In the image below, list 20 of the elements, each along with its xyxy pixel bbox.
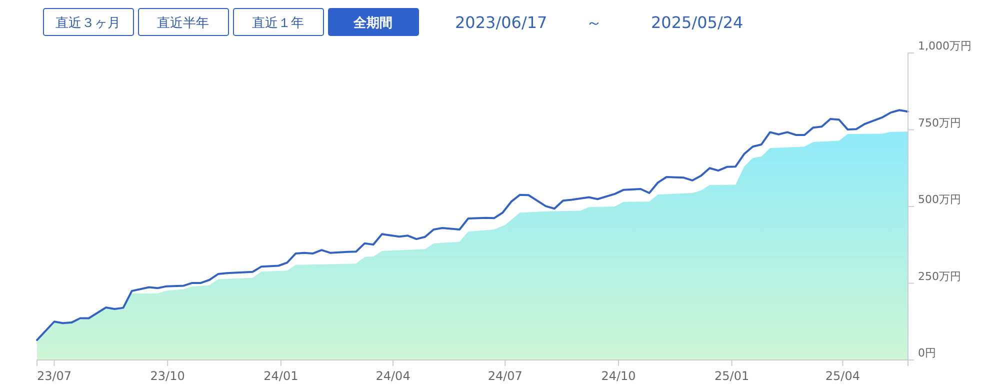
text: 直近１年 — [252, 16, 304, 31]
x-tick-label: 25/04 — [825, 368, 860, 383]
x-tick-label: 24/04 — [376, 368, 410, 383]
y-tick-label: 750万円 — [918, 116, 961, 130]
y-tick-label: 250万円 — [918, 270, 961, 283]
y-tick-label: 1,000万円 — [918, 40, 972, 53]
text: 2025/05/24 — [651, 13, 744, 32]
text: ～ — [586, 13, 602, 32]
text: 2023/06/17 — [455, 13, 548, 32]
x-tick-label: 24/01 — [264, 368, 298, 383]
text: 全期間 — [352, 16, 392, 31]
x-tick-label: 23/07 — [36, 368, 72, 383]
y-tick-label: 500万円 — [918, 193, 961, 206]
x-tick-label: 24/07 — [488, 368, 522, 383]
text: 直近半年 — [157, 16, 209, 31]
x-tick-label: 23/10 — [150, 368, 185, 383]
x-tick-label: 24/10 — [601, 368, 636, 383]
text: 直近３ヶ月 — [56, 16, 120, 31]
y-tick-label: 0円 — [918, 346, 936, 360]
x-tick-label: 25/01 — [714, 368, 750, 383]
